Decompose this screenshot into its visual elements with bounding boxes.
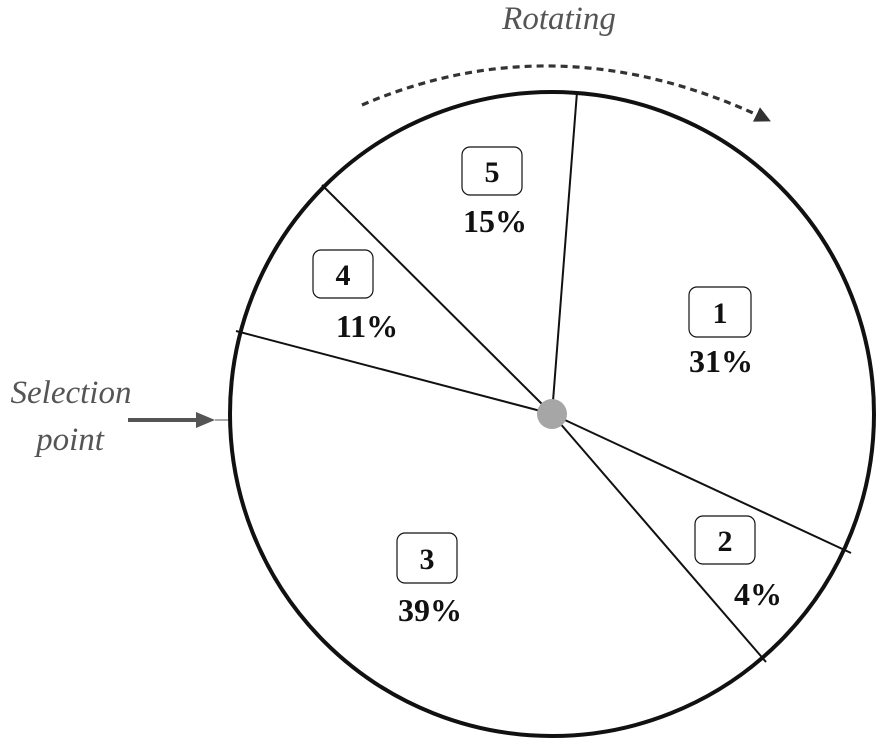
rotating-arrow — [361, 64, 771, 122]
segment-number-box — [312, 249, 374, 299]
segment-number: 4 — [336, 259, 351, 292]
segment-percent: 11% — [336, 308, 398, 344]
segment-percent: 15% — [463, 203, 527, 239]
segment-divider-3-4 — [235, 330, 553, 415]
rotating-label: Rotating — [501, 1, 616, 37]
selection-point-label-line2: point — [34, 422, 105, 458]
segment-number: 3 — [420, 543, 435, 576]
segment-divider-5-1 — [551, 91, 578, 415]
segment-percent: 31% — [689, 343, 753, 379]
segment-number-box — [396, 532, 458, 584]
segment-divider-1-2 — [551, 413, 852, 554]
segment-number-box — [688, 286, 752, 338]
selection-point-arrowhead — [196, 412, 215, 428]
segment-number: 2 — [718, 525, 733, 558]
segment-4-label: 4 11% — [312, 249, 398, 344]
wheel-hub — [537, 399, 567, 429]
segment-percent: 39% — [398, 592, 462, 628]
segment-1-label: 1 31% — [688, 286, 753, 379]
segment-number: 1 — [713, 297, 728, 330]
segment-number-box — [461, 146, 523, 196]
segment-divider-2-3 — [551, 413, 767, 663]
segment-divider-4-5 — [321, 184, 553, 415]
segment-3-label: 3 39% — [396, 532, 462, 628]
segment-2-label: 2 4% — [694, 515, 782, 612]
segment-percent: 4% — [734, 576, 782, 612]
selection-point-label-line1: Selection — [11, 375, 132, 411]
segment-number: 5 — [485, 156, 500, 189]
segment-number-box — [694, 515, 756, 565]
segment-5-label: 5 15% — [461, 146, 527, 239]
